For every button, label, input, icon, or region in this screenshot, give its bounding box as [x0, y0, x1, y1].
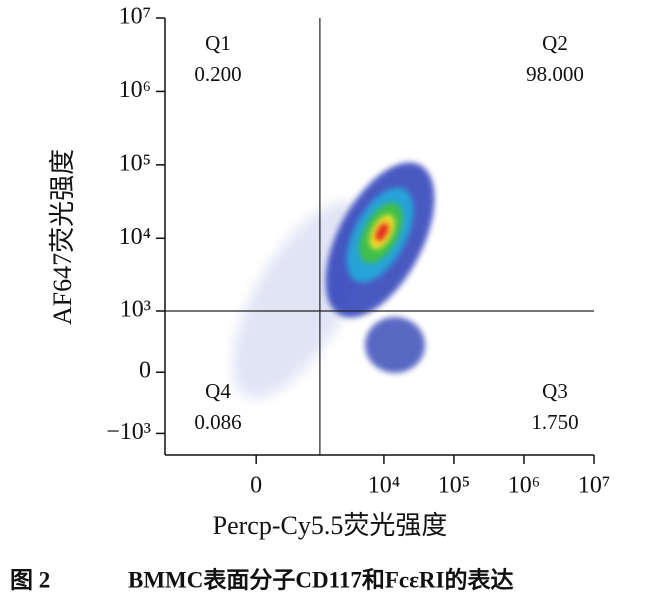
- quadrant-name: Q2: [542, 31, 568, 55]
- x-tick-label: 10⁴: [368, 473, 400, 499]
- y-axis-label: AF647荧光强度: [48, 149, 77, 325]
- x-axis-label: Percp-Cy5.5荧光强度: [213, 511, 448, 540]
- quadrant-percent: 0.086: [194, 410, 241, 434]
- x-tick-label: 0: [250, 473, 262, 499]
- y-tick-label: 10⁵: [119, 150, 151, 176]
- x-tick-label: 10⁶: [508, 473, 540, 499]
- quadrant-percent: 1.750: [531, 410, 578, 434]
- quadrant-name: Q3: [542, 379, 568, 403]
- y-tick-label: 10⁴: [119, 224, 151, 250]
- x-tick-label: 10⁵: [438, 473, 470, 499]
- density-cloud: [232, 162, 435, 398]
- y-tick-label: 10⁷: [119, 4, 151, 30]
- y-tick-label: 10⁶: [119, 77, 151, 103]
- y-tick-label: −10³: [106, 419, 151, 445]
- quadrant-percent: 0.200: [194, 62, 241, 86]
- quadrant-percent: 98.000: [526, 62, 584, 86]
- caption: BMMC表面分子CD117和FcεRI的表达: [128, 566, 513, 592]
- quadrant-name: Q1: [205, 31, 231, 55]
- y-tick-label: 10³: [120, 297, 151, 323]
- quadrant-name: Q4: [205, 379, 231, 403]
- y-tick-label: 0: [139, 358, 151, 384]
- x-tick-label: 10⁷: [578, 473, 610, 499]
- figure-label: 图 2: [10, 567, 50, 592]
